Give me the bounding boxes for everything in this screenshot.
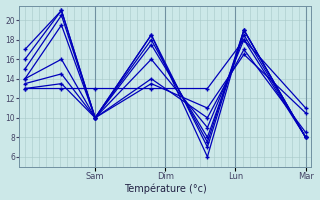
X-axis label: Température (°c): Température (°c) bbox=[124, 184, 207, 194]
